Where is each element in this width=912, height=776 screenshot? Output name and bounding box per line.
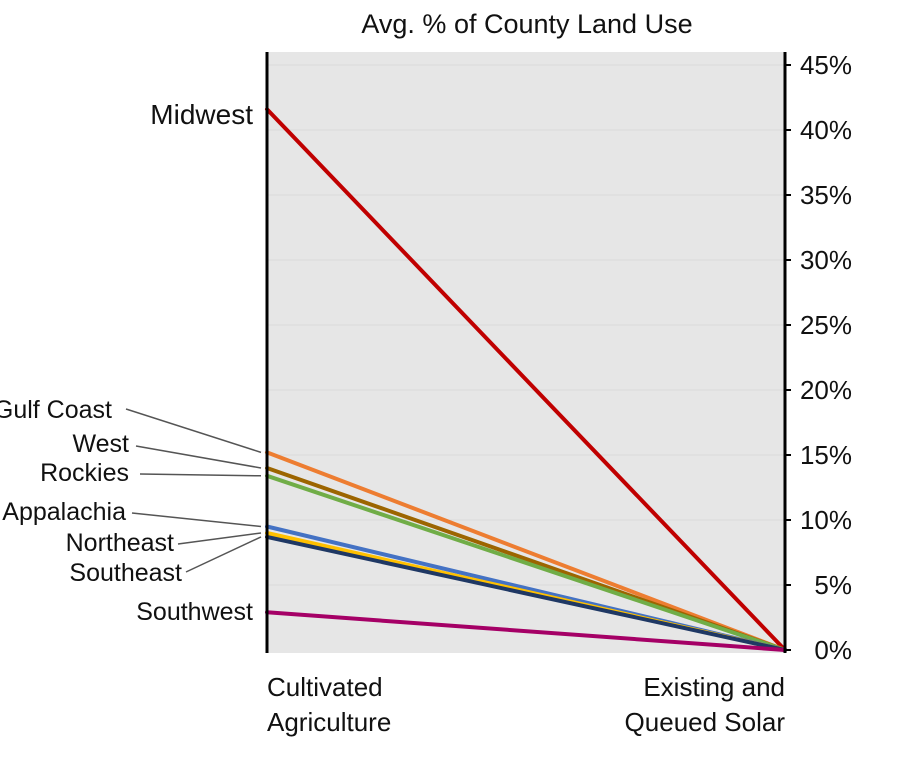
gridlines (267, 64, 785, 586)
leader-line-west (135, 445, 262, 469)
series-line-southwest (265, 610, 787, 652)
x-axis-categories: Cultivated Agriculture Existing and Queued … (267, 672, 785, 737)
y-tick-label: 5% (814, 570, 852, 600)
y-tick-label: 0% (814, 635, 852, 665)
label-leader-lines (125, 408, 262, 573)
x-category-label: Existing and (643, 672, 785, 702)
series-label-west: West (73, 430, 130, 458)
chart-title: Avg. % of County Land Use (361, 9, 692, 39)
y-tick-label: 30% (800, 245, 852, 275)
x-category-label: Queued Solar (625, 707, 786, 737)
series-line-southeast (265, 534, 787, 652)
y-tick-label: 35% (800, 180, 852, 210)
series-lines (265, 107, 787, 652)
series-line-gulf-coast (265, 450, 787, 652)
series-label-gulf-coast: Gulf Coast (0, 396, 112, 424)
series-label-southeast: Southeast (69, 559, 182, 587)
series-label-rockies: Rockies (40, 459, 129, 487)
leader-line-northeast (177, 532, 262, 545)
y-tick-label: 25% (800, 310, 852, 340)
series-label-southwest: Southwest (136, 598, 253, 626)
x-category-label: Cultivated (267, 672, 383, 702)
y-tick-label: 45% (800, 50, 852, 80)
series-label-appalachia: Appalachia (2, 498, 126, 526)
leader-line-rockies (139, 473, 262, 477)
series-line-rockies (265, 473, 787, 652)
leader-line-appalachia (131, 512, 262, 528)
x-category-label: Agriculture (267, 707, 391, 737)
y-tick-label: 15% (800, 440, 852, 470)
y-tick-label: 40% (800, 115, 852, 145)
y-axis-ticks: 0% 5% 10% 15% 20% 25% 30% 35% 40% 45% (785, 50, 852, 665)
series-label-midwest: Midwest (150, 99, 253, 130)
leader-line-gulf-coast (125, 408, 262, 454)
series-line-midwest (265, 107, 787, 652)
series-label-northeast: Northeast (66, 529, 174, 557)
leader-line-southeast (185, 536, 262, 573)
y-tick-label: 20% (800, 375, 852, 405)
y-tick-label: 10% (800, 505, 852, 535)
